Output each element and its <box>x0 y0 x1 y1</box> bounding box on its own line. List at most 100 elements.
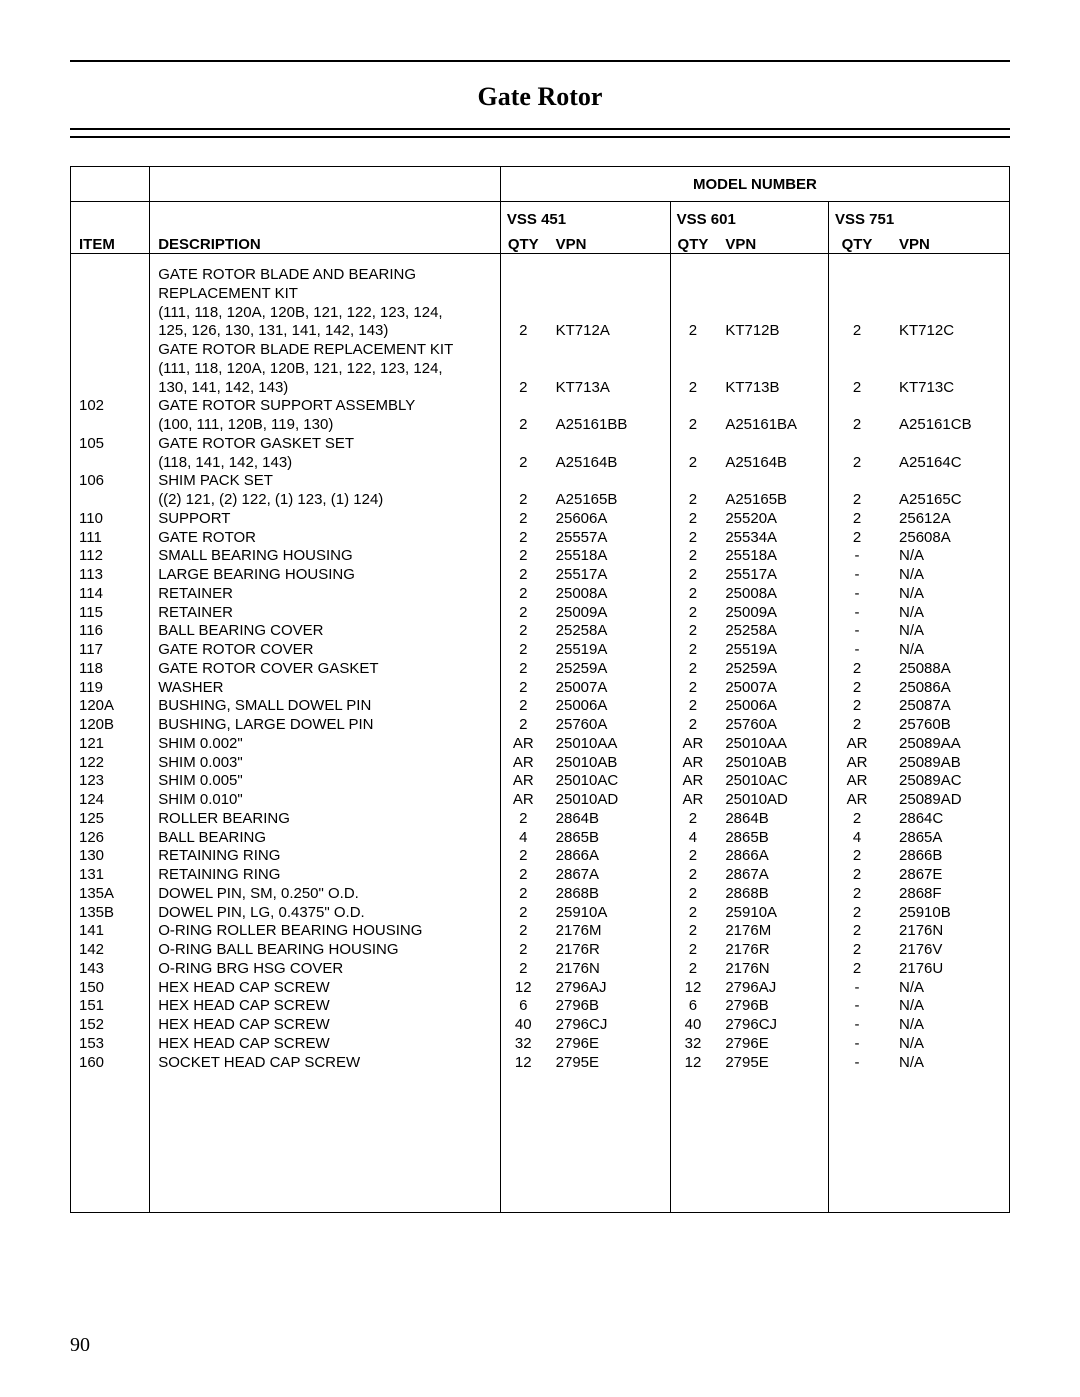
qty-cell-3: - <box>828 997 885 1016</box>
vpn-cell-2: 25258A <box>715 622 828 641</box>
item-cell: 121 <box>71 735 150 754</box>
vpn-cell-3 <box>885 341 1009 360</box>
vpn-cell-1: 25010AD <box>546 791 670 810</box>
description-cell: RETAINING RING <box>150 866 501 885</box>
model-number-header: MODEL NUMBER <box>500 167 1009 202</box>
vpn-cell-2: KT713B <box>715 379 828 398</box>
vpn-cell-3: 2866B <box>885 847 1009 866</box>
vpn-cell-1: A25161BB <box>546 416 670 435</box>
vpn-cell-3: N/A <box>885 1016 1009 1035</box>
qty-cell-2: 32 <box>670 1035 715 1054</box>
table-row: 125ROLLER BEARING22864B22864B22864C <box>71 810 1010 829</box>
vpn-cell-2: 2796CJ <box>715 1016 828 1035</box>
vpn-cell-2: 2796AJ <box>715 979 828 998</box>
qty-cell-3: - <box>828 1016 885 1035</box>
vpn-cell-2 <box>715 435 828 454</box>
description-cell: ((2) 121, (2) 122, (1) 123, (1) 124) <box>150 491 501 510</box>
vpn-cell-2: 25518A <box>715 547 828 566</box>
qty-cell-3: 2 <box>828 716 885 735</box>
item-cell <box>71 341 150 360</box>
vpn-cell-1 <box>546 266 670 285</box>
item-cell <box>71 416 150 435</box>
column-headers-row: ITEM DESCRIPTION QTY VPN QTY VPN QTY VPN <box>71 236 1010 254</box>
vpn-cell-3: N/A <box>885 997 1009 1016</box>
vpn-cell-3: 25910B <box>885 904 1009 923</box>
qty-cell-3 <box>828 285 885 304</box>
table-row: REPLACEMENT KIT <box>71 285 1010 304</box>
description-cell: HEX HEAD CAP SCREW <box>150 997 501 1016</box>
vpn-cell-3: 25089AC <box>885 772 1009 791</box>
item-cell: 152 <box>71 1016 150 1035</box>
qty-header-3: QTY <box>828 236 885 254</box>
qty-cell-2: 2 <box>670 416 715 435</box>
description-cell: RETAINER <box>150 604 501 623</box>
vpn-cell-3 <box>885 266 1009 285</box>
qty-cell-1: 2 <box>500 885 545 904</box>
item-header: ITEM <box>71 236 150 254</box>
qty-cell-2: 2 <box>670 529 715 548</box>
qty-cell-2: 2 <box>670 379 715 398</box>
description-cell: DOWEL PIN, SM, 0.250" O.D. <box>150 885 501 904</box>
table-row: 120BBUSHING, LARGE DOWEL PIN225760A22576… <box>71 716 1010 735</box>
vpn-cell-2: 2867A <box>715 866 828 885</box>
qty-cell-2: 2 <box>670 904 715 923</box>
qty-cell-2: 2 <box>670 322 715 341</box>
table-row: 115RETAINER225009A225009A-N/A <box>71 604 1010 623</box>
qty-cell-2: AR <box>670 772 715 791</box>
item-cell <box>71 322 150 341</box>
qty-cell-3: 2 <box>828 529 885 548</box>
vpn-cell-2: 2866A <box>715 847 828 866</box>
qty-cell-2 <box>670 304 715 323</box>
vpn-cell-3 <box>885 360 1009 379</box>
qty-cell-1 <box>500 360 545 379</box>
vpn-cell-3: N/A <box>885 604 1009 623</box>
page-container: Gate Rotor MODEL NUMBER VSS 451 VSS 601 … <box>0 0 1080 1397</box>
item-cell: 141 <box>71 922 150 941</box>
vpn-cell-1: 25518A <box>546 547 670 566</box>
description-cell: SMALL BEARING HOUSING <box>150 547 501 566</box>
qty-cell-2: 2 <box>670 941 715 960</box>
vpn-header-3: VPN <box>885 236 1009 254</box>
qty-header-1: QTY <box>500 236 545 254</box>
qty-cell-2 <box>670 397 715 416</box>
description-cell: REPLACEMENT KIT <box>150 285 501 304</box>
qty-cell-3: - <box>828 1035 885 1054</box>
vpn-cell-3: N/A <box>885 585 1009 604</box>
qty-cell-2: 2 <box>670 510 715 529</box>
vpn-cell-2: A25164B <box>715 454 828 473</box>
vpn-cell-1 <box>546 341 670 360</box>
model-number-header-row: MODEL NUMBER <box>71 167 1010 202</box>
vpn-cell-1: 25008A <box>546 585 670 604</box>
qty-cell-1: 2 <box>500 604 545 623</box>
table-row: 106SHIM PACK SET <box>71 472 1010 491</box>
vpn-cell-2: 25010AA <box>715 735 828 754</box>
qty-cell-2: 2 <box>670 885 715 904</box>
vpn-cell-1: A25164B <box>546 454 670 473</box>
table-row: 105GATE ROTOR GASKET SET <box>71 435 1010 454</box>
vpn-cell-1: 2796AJ <box>546 979 670 998</box>
qty-cell-1: AR <box>500 735 545 754</box>
vpn-cell-2: 25010AD <box>715 791 828 810</box>
vpn-cell-1: 2176N <box>546 960 670 979</box>
qty-cell-1: 2 <box>500 660 545 679</box>
description-cell: GATE ROTOR BLADE REPLACEMENT KIT <box>150 341 501 360</box>
qty-cell-3: 2 <box>828 922 885 941</box>
item-cell: 143 <box>71 960 150 979</box>
table-row: GATE ROTOR BLADE REPLACEMENT KIT <box>71 341 1010 360</box>
qty-cell-3 <box>828 360 885 379</box>
vpn-cell-3: 2864C <box>885 810 1009 829</box>
vpn-cell-1 <box>546 304 670 323</box>
qty-cell-3: - <box>828 566 885 585</box>
description-cell: RETAINING RING <box>150 847 501 866</box>
qty-cell-2: 2 <box>670 622 715 641</box>
vpn-cell-1: 25259A <box>546 660 670 679</box>
table-row: 141O-RING ROLLER BEARING HOUSING22176M22… <box>71 922 1010 941</box>
vpn-cell-2: 2176R <box>715 941 828 960</box>
table-row: 126BALL BEARING42865B42865B42865A <box>71 829 1010 848</box>
qty-cell-3: 2 <box>828 510 885 529</box>
qty-cell-1: 4 <box>500 829 545 848</box>
qty-cell-1: 2 <box>500 622 545 641</box>
item-cell: 135B <box>71 904 150 923</box>
top-rule <box>70 60 1010 62</box>
vpn-cell-1: 25517A <box>546 566 670 585</box>
